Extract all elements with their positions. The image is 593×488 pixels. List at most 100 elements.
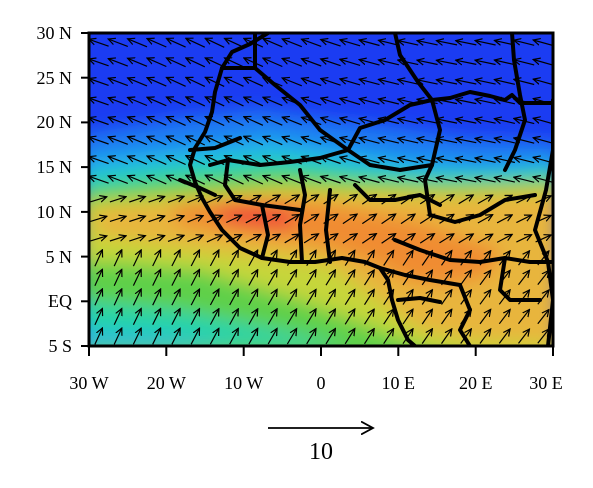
wind-vector (147, 58, 167, 68)
wind-vector (494, 158, 516, 163)
wind-vector (226, 215, 241, 224)
wind-vector (286, 270, 296, 286)
wind-vector (171, 328, 180, 345)
wind-vector (190, 328, 199, 345)
x-axis: 30 W 20 W 10 W 0 10 E 20 E 30 E (69, 346, 563, 393)
wind-vector (166, 136, 186, 146)
red-sea-coast (503, 33, 527, 172)
wind-vector (363, 290, 375, 306)
wind-vector (205, 38, 225, 48)
border-15 (396, 296, 442, 304)
wind-vector (518, 270, 530, 286)
wind-vector (245, 235, 261, 243)
wind-vector (456, 41, 477, 45)
wind-vector (340, 157, 361, 164)
wind-vector (245, 215, 261, 224)
wind-vector (306, 329, 316, 345)
wind-vector (303, 214, 318, 224)
wind-vector (244, 117, 264, 126)
wind-vector (379, 60, 400, 66)
border-8 (298, 168, 307, 264)
wind-vector (152, 250, 161, 267)
wind-vector (147, 176, 167, 185)
border-10 (260, 203, 270, 260)
wind-vector (344, 309, 355, 325)
wind-vector (147, 39, 167, 48)
wind-vector (244, 136, 264, 146)
wind-vector (90, 197, 107, 202)
wind-vector (129, 236, 145, 242)
wind-vector (113, 309, 122, 326)
africa-east-coast (533, 98, 553, 346)
wind-vector (359, 99, 380, 105)
wind-vector (302, 59, 322, 67)
wind-vector (306, 270, 316, 286)
x-tick-label-30w: 30 W (69, 373, 108, 393)
wind-vector (494, 60, 516, 65)
wind-vector (479, 290, 491, 305)
wind-vector (209, 328, 219, 345)
wind-vector (94, 269, 103, 286)
wind-vector (282, 117, 303, 126)
border-1 (220, 66, 350, 152)
wind-vector (458, 195, 474, 205)
wind-vector (475, 119, 496, 123)
wind-vector (533, 118, 553, 125)
wind-vector (286, 329, 296, 345)
border-12 (428, 193, 537, 224)
wind-vector (402, 251, 413, 266)
wind-vector (514, 177, 535, 183)
wind-vector (190, 309, 199, 325)
wind-vector (89, 59, 109, 67)
wind-vector (456, 178, 477, 182)
wind-vector (89, 98, 109, 106)
wind-vector (190, 289, 199, 306)
wind-vector (363, 270, 375, 286)
wind-vector (147, 97, 167, 107)
wind-vector (263, 117, 283, 126)
wind-vector (342, 234, 357, 244)
wind-vector (456, 119, 477, 123)
wind-vector (229, 270, 239, 286)
wind-vector (325, 270, 335, 286)
wind-vector (379, 99, 400, 105)
wind-vector (340, 138, 361, 145)
wind-vector (264, 215, 280, 224)
wind-vector (417, 178, 438, 182)
wind-vector (132, 250, 141, 267)
wind-vector (321, 59, 341, 67)
wind-vector (533, 79, 553, 86)
wind-vector (132, 289, 141, 306)
border-11 (353, 183, 442, 207)
wind-vector (321, 40, 341, 47)
wind-vector (439, 234, 454, 244)
wind-vector (441, 329, 452, 344)
wind-vector (302, 39, 322, 47)
wind-vector (359, 138, 380, 144)
wind-vector (342, 195, 357, 205)
wind-vector (109, 216, 126, 221)
border-16 (458, 283, 472, 346)
wind-vector (244, 175, 264, 185)
y-tick-label-20n: 20 N (37, 112, 73, 132)
wind-vector (477, 234, 493, 244)
wind-vector (171, 270, 180, 286)
wind-vector (400, 214, 415, 225)
wind-vector (263, 176, 283, 185)
wind-vector (282, 59, 303, 67)
border-4 (393, 33, 442, 217)
wind-vector (152, 309, 161, 325)
wind-vector (302, 98, 322, 106)
africa-coastline (188, 33, 417, 346)
wind-vector (344, 270, 355, 286)
wind-vector (225, 78, 244, 87)
wind-vector (282, 39, 303, 48)
wind-vector (344, 329, 355, 345)
x-tick-label-10e: 10 E (382, 373, 416, 393)
wind-vector (419, 234, 434, 244)
wind-vector (171, 289, 180, 306)
wind-vector (402, 309, 413, 325)
reference-vector: 10 (268, 428, 373, 465)
wind-vector (148, 216, 165, 223)
wind-vector (359, 40, 380, 47)
